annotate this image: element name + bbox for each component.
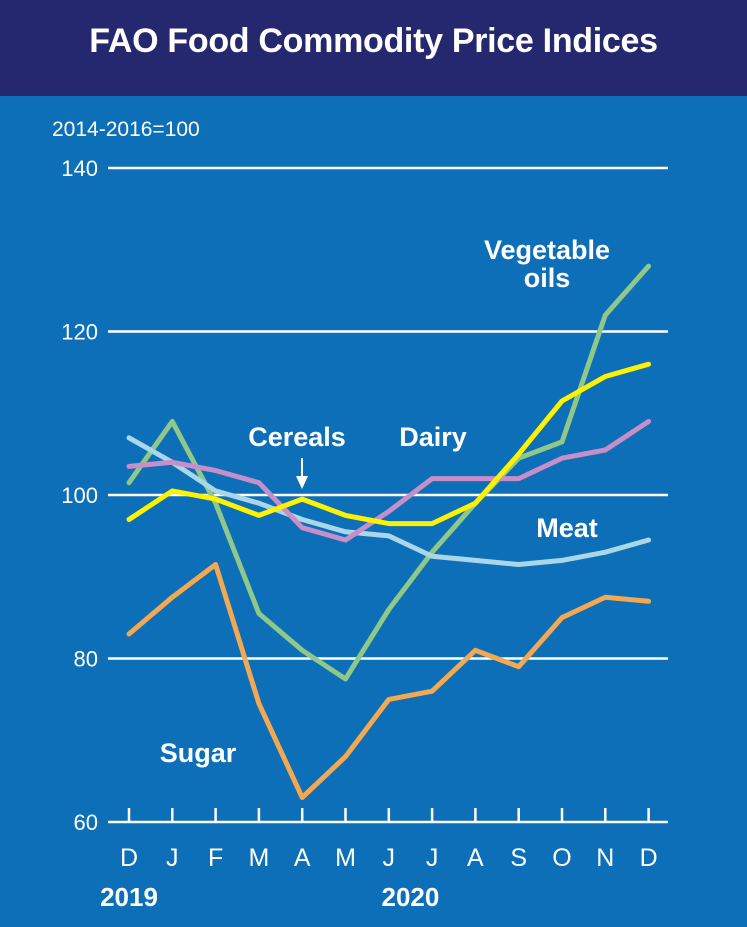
x-tick-label: J	[383, 844, 396, 872]
x-tick-label: D	[120, 844, 138, 872]
y-tick-label: 80	[74, 647, 98, 672]
y-tick-label: 100	[61, 483, 98, 508]
series-line-cereals	[126, 361, 652, 527]
x-tick-label: J	[166, 844, 179, 872]
x-tick-label: M	[248, 844, 269, 872]
year-label: 2019	[100, 882, 158, 912]
series-label-meat: Meat	[536, 513, 598, 543]
cereals-pointer-arrowhead	[296, 476, 308, 489]
title-bar	[0, 0, 747, 96]
series-line-vegetable-oils	[126, 263, 652, 682]
x-tick-label: D	[640, 844, 658, 872]
series-label-sugar: Sugar	[160, 738, 237, 768]
series-line-dairy	[126, 418, 652, 543]
series-line-sugar	[126, 562, 652, 800]
x-tick-label: M	[335, 844, 356, 872]
y-tick-label: 120	[61, 320, 98, 345]
series-label-dairy: Dairy	[399, 422, 467, 452]
chart-subtitle: 2014-2016=100	[52, 118, 200, 141]
series-label-cereals: Cereals	[248, 422, 346, 452]
year-label: 2020	[382, 882, 440, 912]
chart-title: FAO Food Commodity Price Indices	[89, 22, 658, 60]
series-line-meat	[126, 435, 652, 567]
x-tick-label: A	[294, 844, 311, 872]
x-tick-label: A	[467, 844, 484, 872]
series-label-vegetable-oils: oils	[524, 263, 571, 293]
y-tick-label: 60	[74, 810, 98, 835]
x-tick-label: F	[208, 844, 223, 872]
x-tick-label: S	[510, 844, 527, 872]
x-tick-label: N	[596, 844, 614, 872]
x-tick-label: J	[426, 844, 439, 872]
x-tick-label: O	[552, 844, 571, 872]
y-tick-label: 140	[61, 156, 98, 181]
series-label-vegetable-oils: Vegetable	[484, 235, 610, 265]
